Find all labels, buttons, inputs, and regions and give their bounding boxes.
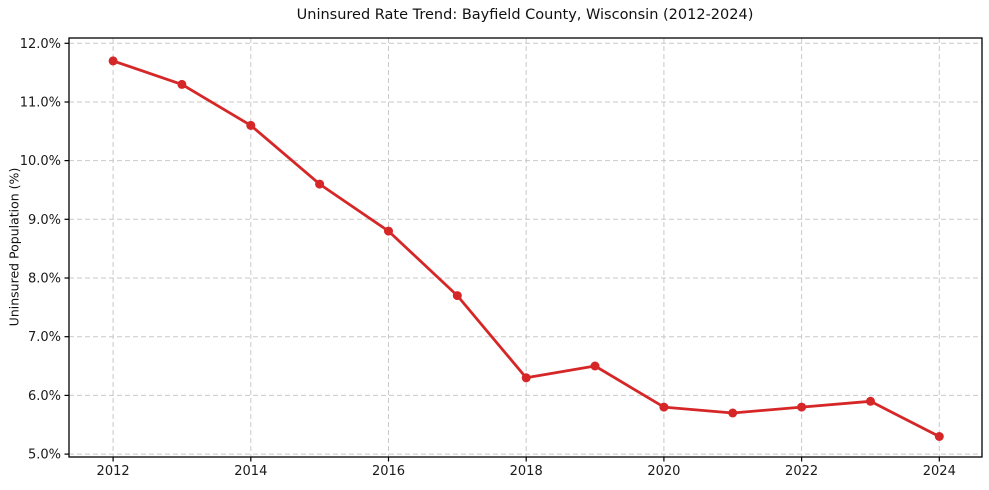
- x-tick-label: 2020: [647, 464, 680, 479]
- y-tick-label: 11.0%: [20, 96, 61, 111]
- data-point: [797, 402, 807, 412]
- y-tick-label: 7.0%: [28, 330, 61, 345]
- y-tick-label: 10.0%: [20, 154, 61, 169]
- data-point: [866, 396, 875, 406]
- y-tick-label: 6.0%: [28, 389, 61, 404]
- y-tick-label: 9.0%: [28, 213, 61, 228]
- data-point: [108, 56, 118, 66]
- x-tick-label: 2014: [234, 464, 267, 479]
- data-point: [521, 373, 531, 383]
- data-point: [728, 408, 738, 418]
- x-tick-label: 2024: [923, 464, 956, 479]
- x-tick-label: 2016: [372, 464, 405, 479]
- data-point: [315, 179, 325, 189]
- y-tick-label: 8.0%: [28, 272, 61, 287]
- y-tick-label: 5.0%: [28, 448, 61, 463]
- x-tick-label: 2022: [785, 464, 818, 479]
- x-tick-label: 2012: [97, 464, 130, 479]
- x-tick-label: 2018: [510, 464, 543, 479]
- data-point: [384, 226, 393, 236]
- data-point: [590, 361, 600, 371]
- plot-border: [68, 37, 983, 458]
- data-point: [934, 432, 944, 441]
- data-point: [177, 79, 187, 89]
- data-point: [246, 120, 256, 130]
- y-tick-label: 12.0%: [20, 37, 61, 52]
- chart-title: Uninsured Rate Trend: Bayfield County, W…: [296, 7, 754, 23]
- data-point: [452, 291, 462, 301]
- data-point: [659, 402, 669, 412]
